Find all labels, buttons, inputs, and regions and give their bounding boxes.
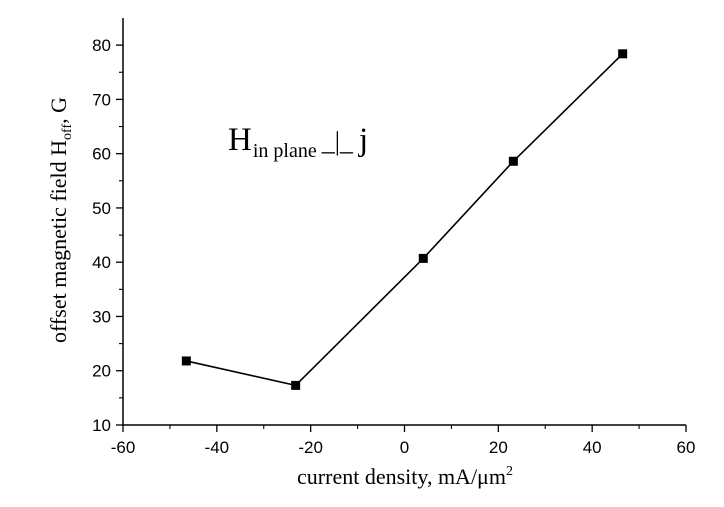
data-point (508, 156, 518, 166)
y-axis-title-subscript: off (60, 124, 75, 140)
x-tick-label: 40 (583, 438, 602, 457)
y-tick-label: 40 (92, 253, 111, 272)
data-point (181, 356, 191, 366)
y-axis-title-prefix: offset magnetic field H (46, 140, 71, 343)
x-axis-title: current density, mA/μm2 (297, 464, 513, 489)
y-axis-title: offset magnetic field Hoff, G (46, 97, 75, 343)
data-point (291, 380, 301, 390)
x-tick-label: 60 (677, 438, 696, 457)
y-axis-title-suffix: , G (46, 97, 71, 124)
x-tick-label: 20 (489, 438, 508, 457)
x-tick-label: -60 (111, 438, 136, 457)
annotation-subscript: in plane (253, 140, 317, 162)
x-axis-title-superscript: 2 (506, 464, 513, 479)
annotation-symbol: _|_ (321, 127, 354, 156)
x-axis-title-text: current density, mA/μm (297, 464, 506, 489)
data-series (181, 49, 628, 390)
series-line (295, 53, 624, 386)
x-tick-label: -40 (205, 438, 230, 457)
annotation-suffix: j (358, 122, 368, 158)
axis-ticks: -60 -40 -20 0 20 40 60 10 20 30 40 50 60 70 80 (92, 36, 695, 457)
annotation-main: H (228, 122, 252, 158)
series-line (186, 360, 296, 387)
y-tick-label: 30 (92, 307, 111, 326)
y-tick-label: 80 (92, 36, 111, 55)
y-tick-label: 60 (92, 145, 111, 164)
x-tick-label: -20 (298, 438, 323, 457)
data-point (418, 253, 428, 263)
x-tick-label: 0 (400, 438, 409, 457)
y-tick-label: 50 (92, 199, 111, 218)
plot-axes (122, 18, 686, 426)
annotation: Hin plane _|_ j (228, 122, 368, 162)
y-tick-label: 10 (92, 416, 111, 435)
y-tick-label: 20 (92, 362, 111, 381)
data-point (618, 49, 628, 59)
y-tick-label: 70 (92, 90, 111, 109)
